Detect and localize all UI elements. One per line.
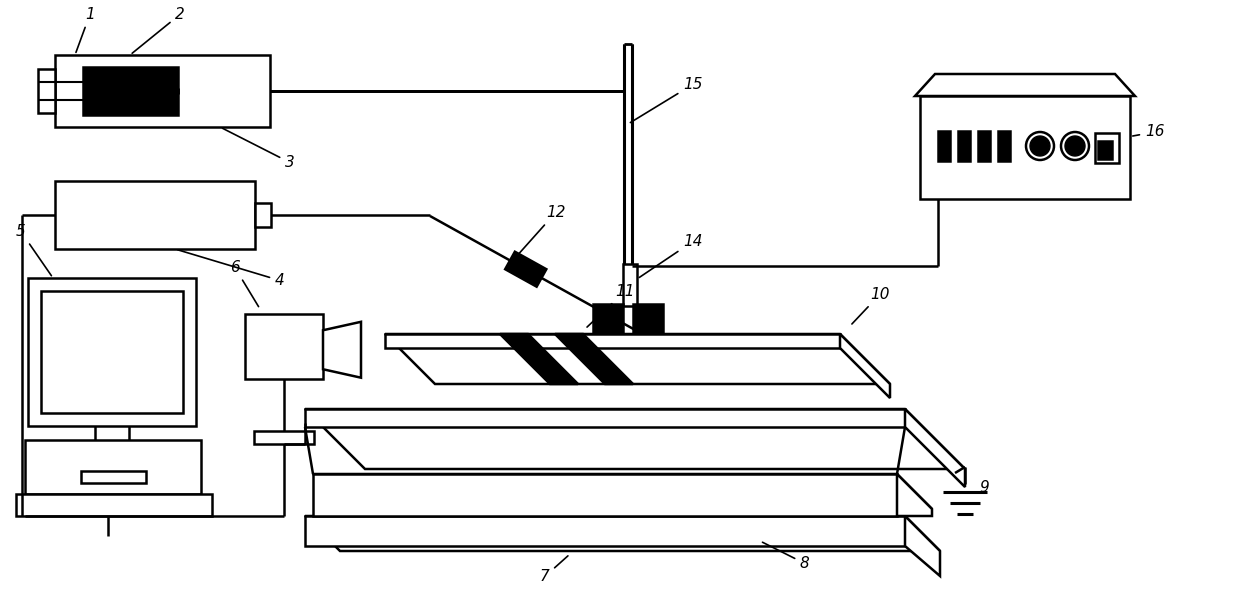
Bar <box>1095 133 1118 163</box>
Polygon shape <box>839 334 890 398</box>
Polygon shape <box>384 334 839 348</box>
Bar <box>29 278 196 426</box>
Text: 4: 4 <box>177 250 285 288</box>
Text: 1: 1 <box>76 7 94 53</box>
Polygon shape <box>384 334 890 384</box>
Bar <box>920 96 1130 199</box>
Polygon shape <box>305 409 965 469</box>
Text: 8: 8 <box>763 542 810 571</box>
Bar <box>38 69 55 113</box>
Circle shape <box>1061 132 1089 160</box>
Polygon shape <box>322 322 361 378</box>
Bar <box>83 67 179 115</box>
Bar <box>41 291 184 413</box>
Bar <box>81 471 146 483</box>
Polygon shape <box>556 334 632 384</box>
Polygon shape <box>915 74 1135 96</box>
Polygon shape <box>505 252 547 287</box>
Text: 14: 14 <box>640 234 703 277</box>
Bar <box>622 264 637 306</box>
Text: 11: 11 <box>587 284 635 327</box>
Bar <box>16 494 212 516</box>
Bar <box>55 181 255 249</box>
Text: 9: 9 <box>980 480 988 495</box>
Bar <box>55 55 270 127</box>
Polygon shape <box>305 409 905 427</box>
Bar <box>246 314 322 379</box>
Polygon shape <box>500 334 578 384</box>
Polygon shape <box>305 516 905 546</box>
Polygon shape <box>312 474 932 509</box>
Circle shape <box>1065 136 1085 156</box>
Text: 5: 5 <box>16 224 51 275</box>
Bar <box>1097 141 1112 159</box>
Circle shape <box>1030 136 1050 156</box>
Text: 10: 10 <box>852 287 889 324</box>
Text: 15: 15 <box>630 77 703 123</box>
Text: 6: 6 <box>229 260 259 307</box>
Text: 2: 2 <box>133 7 185 53</box>
Bar <box>254 431 314 444</box>
Text: 7: 7 <box>539 556 568 584</box>
Bar <box>937 131 950 161</box>
Bar <box>593 304 622 334</box>
Text: 12: 12 <box>517 205 565 255</box>
Polygon shape <box>905 409 965 487</box>
Polygon shape <box>305 516 940 551</box>
Bar <box>998 131 1011 161</box>
Bar <box>959 131 970 161</box>
Polygon shape <box>905 516 940 576</box>
Circle shape <box>1025 132 1054 160</box>
Text: 13: 13 <box>636 333 692 355</box>
Bar <box>632 304 663 334</box>
Bar <box>978 131 990 161</box>
Polygon shape <box>312 474 897 516</box>
Text: 3: 3 <box>222 128 295 170</box>
Bar <box>255 203 272 227</box>
Bar <box>25 440 201 494</box>
Polygon shape <box>897 474 932 516</box>
Text: 16: 16 <box>1132 124 1164 140</box>
